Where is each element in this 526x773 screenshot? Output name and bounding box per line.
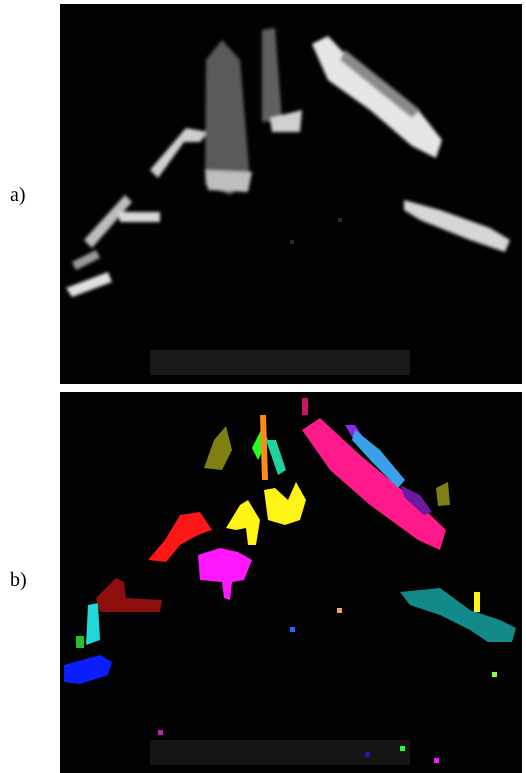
panel-b-image <box>60 392 522 773</box>
panel-label: a) <box>10 184 26 206</box>
panel-label: b) <box>10 569 27 591</box>
figure: a) b) <box>0 0 526 773</box>
page: a) b) (() => { const data = JSON.parse( <box>0 0 526 773</box>
panel-a-image <box>60 4 522 384</box>
